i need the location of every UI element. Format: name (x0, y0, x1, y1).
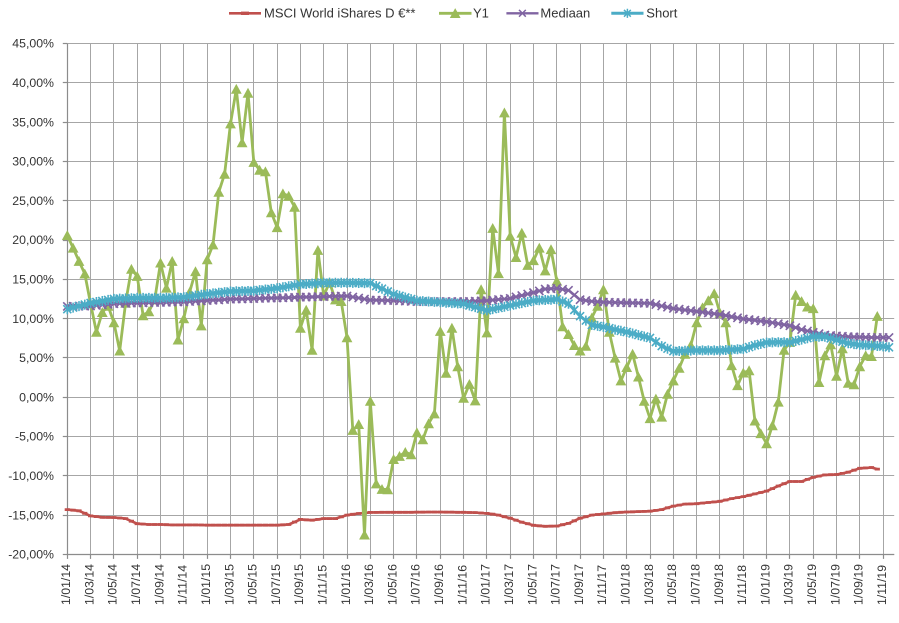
svg-text:1/07/15: 1/07/15 (269, 564, 283, 605)
svg-text:1/07/17: 1/07/17 (549, 564, 563, 605)
svg-text:1/11/15: 1/11/15 (316, 565, 330, 605)
svg-text:1/01/18: 1/01/18 (619, 564, 633, 605)
svg-text:1/09/16: 1/09/16 (432, 564, 446, 605)
svg-text:-10,00%: -10,00% (8, 469, 54, 483)
svg-text:MSCI World iShares D €**: MSCI World iShares D €** (264, 5, 415, 20)
svg-text:1/07/16: 1/07/16 (409, 564, 423, 605)
svg-text:15,00%: 15,00% (12, 273, 54, 287)
svg-text:1/05/14: 1/05/14 (106, 564, 120, 605)
svg-text:1/11/18: 1/11/18 (735, 565, 749, 605)
svg-text:1/01/17: 1/01/17 (479, 564, 493, 605)
svg-text:1/05/16: 1/05/16 (385, 564, 399, 605)
svg-text:30,00%: 30,00% (12, 155, 54, 169)
svg-text:-20,00%: -20,00% (8, 548, 54, 562)
svg-text:1/05/18: 1/05/18 (665, 564, 679, 605)
svg-text:1/07/18: 1/07/18 (689, 564, 703, 605)
svg-text:40,00%: 40,00% (12, 76, 54, 90)
svg-text:5,00%: 5,00% (19, 351, 54, 365)
svg-text:1/11/17: 1/11/17 (595, 565, 609, 605)
svg-text:-15,00%: -15,00% (8, 508, 54, 522)
svg-text:-5,00%: -5,00% (15, 430, 54, 444)
svg-text:1/05/15: 1/05/15 (246, 564, 260, 605)
svg-text:20,00%: 20,00% (12, 233, 54, 247)
svg-text:1/09/14: 1/09/14 (152, 564, 166, 605)
svg-text:1/03/19: 1/03/19 (782, 564, 796, 605)
svg-text:0,00%: 0,00% (19, 390, 54, 404)
svg-text:1/09/19: 1/09/19 (852, 564, 866, 605)
svg-text:1/09/18: 1/09/18 (712, 564, 726, 605)
svg-text:10,00%: 10,00% (12, 312, 54, 326)
svg-text:1/05/19: 1/05/19 (805, 564, 819, 605)
svg-text:1/01/16: 1/01/16 (339, 564, 353, 605)
svg-text:Short: Short (646, 5, 677, 20)
svg-text:1/11/19: 1/11/19 (875, 565, 889, 605)
svg-text:1/03/15: 1/03/15 (222, 564, 236, 605)
svg-text:Y1: Y1 (473, 5, 489, 20)
svg-text:25,00%: 25,00% (12, 194, 54, 208)
svg-text:1/03/14: 1/03/14 (82, 564, 96, 605)
svg-text:1/05/17: 1/05/17 (525, 564, 539, 605)
svg-text:1/03/17: 1/03/17 (502, 564, 516, 605)
svg-text:1/01/15: 1/01/15 (199, 564, 213, 605)
svg-text:1/01/19: 1/01/19 (758, 564, 772, 605)
svg-text:1/07/14: 1/07/14 (129, 564, 143, 605)
svg-text:1/01/14: 1/01/14 (59, 564, 73, 605)
svg-text:1/11/14: 1/11/14 (176, 565, 190, 605)
svg-text:1/11/16: 1/11/16 (455, 565, 469, 605)
svg-text:1/03/18: 1/03/18 (642, 564, 656, 605)
svg-text:1/09/15: 1/09/15 (292, 564, 306, 605)
svg-text:45,00%: 45,00% (12, 37, 54, 51)
svg-text:1/03/16: 1/03/16 (362, 564, 376, 605)
svg-text:1/09/17: 1/09/17 (572, 564, 586, 605)
svg-text:35,00%: 35,00% (12, 115, 54, 129)
svg-text:1/07/19: 1/07/19 (828, 564, 842, 605)
svg-text:Mediaan: Mediaan (540, 5, 590, 20)
